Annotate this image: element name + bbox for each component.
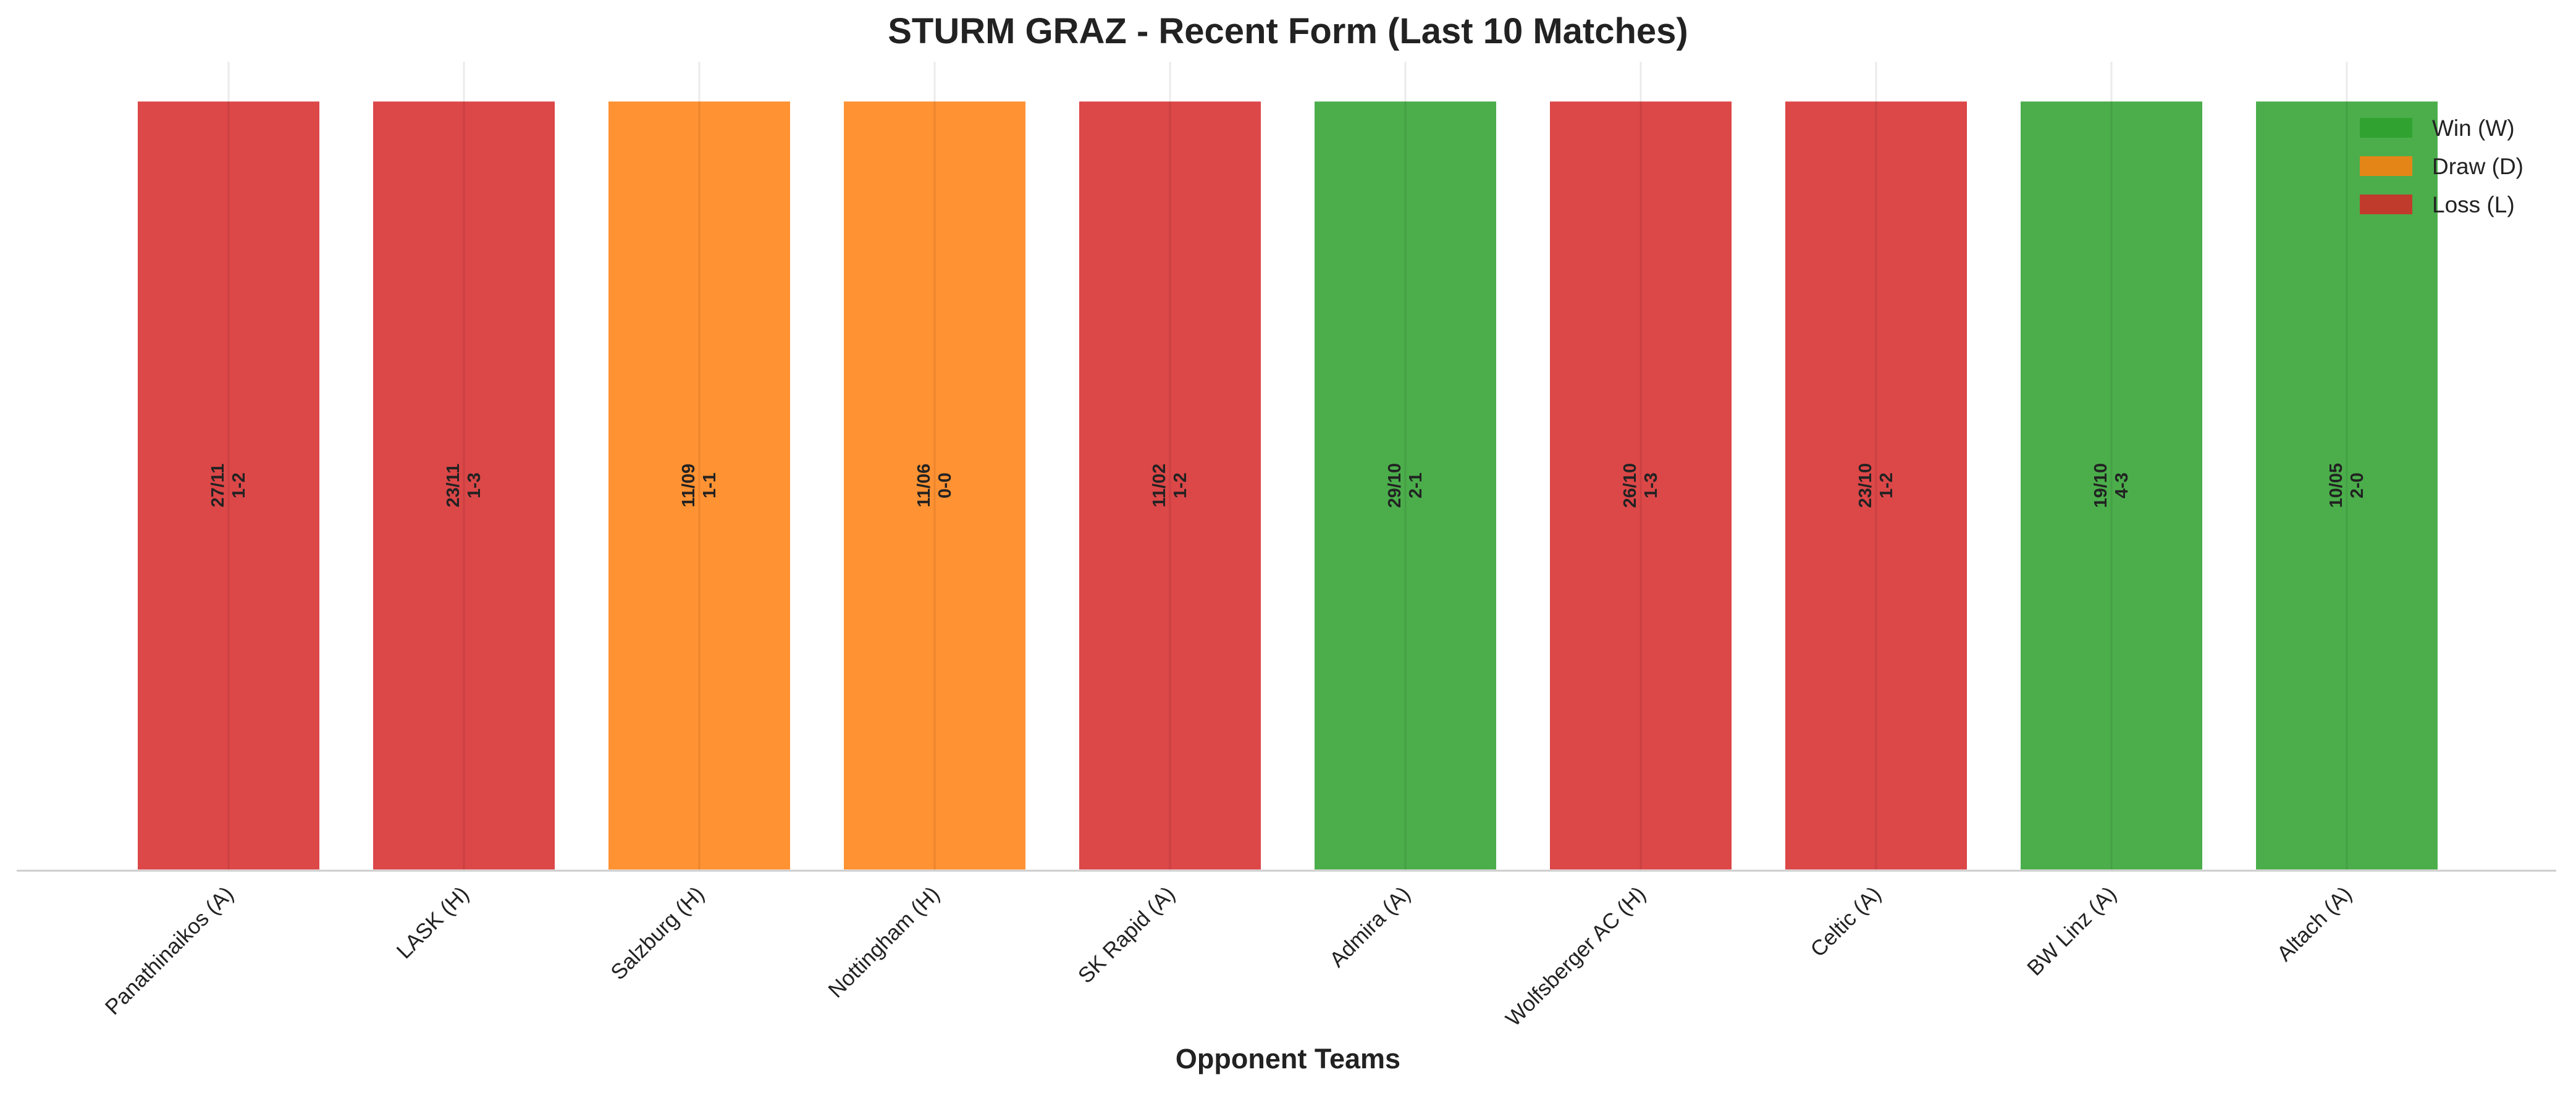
bar [1547, 99, 1734, 872]
bar-date-label: 11/02 [1150, 464, 1169, 508]
bar-score-label: 1-3 [465, 472, 484, 498]
bar-date-label: 11/09 [679, 464, 699, 508]
bar-date-label: 10/05 [2326, 463, 2346, 508]
bar-date-label: 11/06 [914, 464, 934, 508]
bar-score-label: 1-2 [1171, 472, 1190, 498]
bar [606, 99, 793, 872]
bar-date-label: 29/10 [1385, 463, 1405, 508]
bar-date-label: 23/10 [1856, 463, 1875, 508]
chart-title: STURM GRAZ - Recent Form (Last 10 Matche… [888, 11, 1688, 51]
x-tick-label: Altach (A) [2272, 882, 2356, 966]
x-tick-label: Salzburg (H) [606, 882, 709, 984]
bar-score-label: 2-0 [2347, 472, 2367, 498]
bar-score-label: 2-1 [1406, 472, 1426, 498]
x-tick-label: SK Rapid (A) [1074, 882, 1180, 988]
legend-swatch [2360, 156, 2412, 176]
x-axis-label: Opponent Teams [1176, 1043, 1400, 1074]
x-tick-label: BW Linz (A) [2022, 882, 2121, 981]
bar-score-label: 1-1 [700, 472, 720, 498]
bar-date-label: 19/10 [2091, 463, 2111, 508]
bar-score-label: 0-0 [935, 472, 955, 498]
x-tick-label: Admira (A) [1325, 882, 1415, 972]
bar-date-label: 23/11 [444, 464, 463, 508]
bar-score-label: 1-2 [1877, 472, 1896, 498]
bar [1077, 99, 1263, 872]
bar-date-label: 26/10 [1620, 463, 1640, 508]
bar-score-label: 1-3 [1641, 472, 1661, 498]
bar [371, 99, 557, 872]
bar [1783, 99, 1969, 872]
x-tick-label: Celtic (A) [1806, 882, 1885, 961]
bar [135, 99, 322, 872]
legend-label: Win (W) [2432, 115, 2515, 141]
bar [1312, 99, 1499, 872]
bar-score-label: 4-3 [2112, 472, 2132, 498]
x-tick-label: Wolfsberger AC (H) [1501, 882, 1651, 1031]
bar-score-label: 1-2 [229, 472, 249, 498]
x-tick-label: Panathinaikos (A) [101, 882, 238, 1020]
legend-swatch [2360, 118, 2412, 138]
bar-date-label: 27/11 [208, 464, 228, 508]
bar [2254, 99, 2440, 872]
legend-label: Draw (D) [2432, 154, 2523, 179]
legend-label: Loss (L) [2432, 192, 2515, 217]
legend-swatch [2360, 195, 2412, 214]
x-tick-label: LASK (H) [392, 882, 474, 963]
bar [841, 99, 1028, 872]
x-tick-label: Nottingham (H) [823, 882, 944, 1002]
